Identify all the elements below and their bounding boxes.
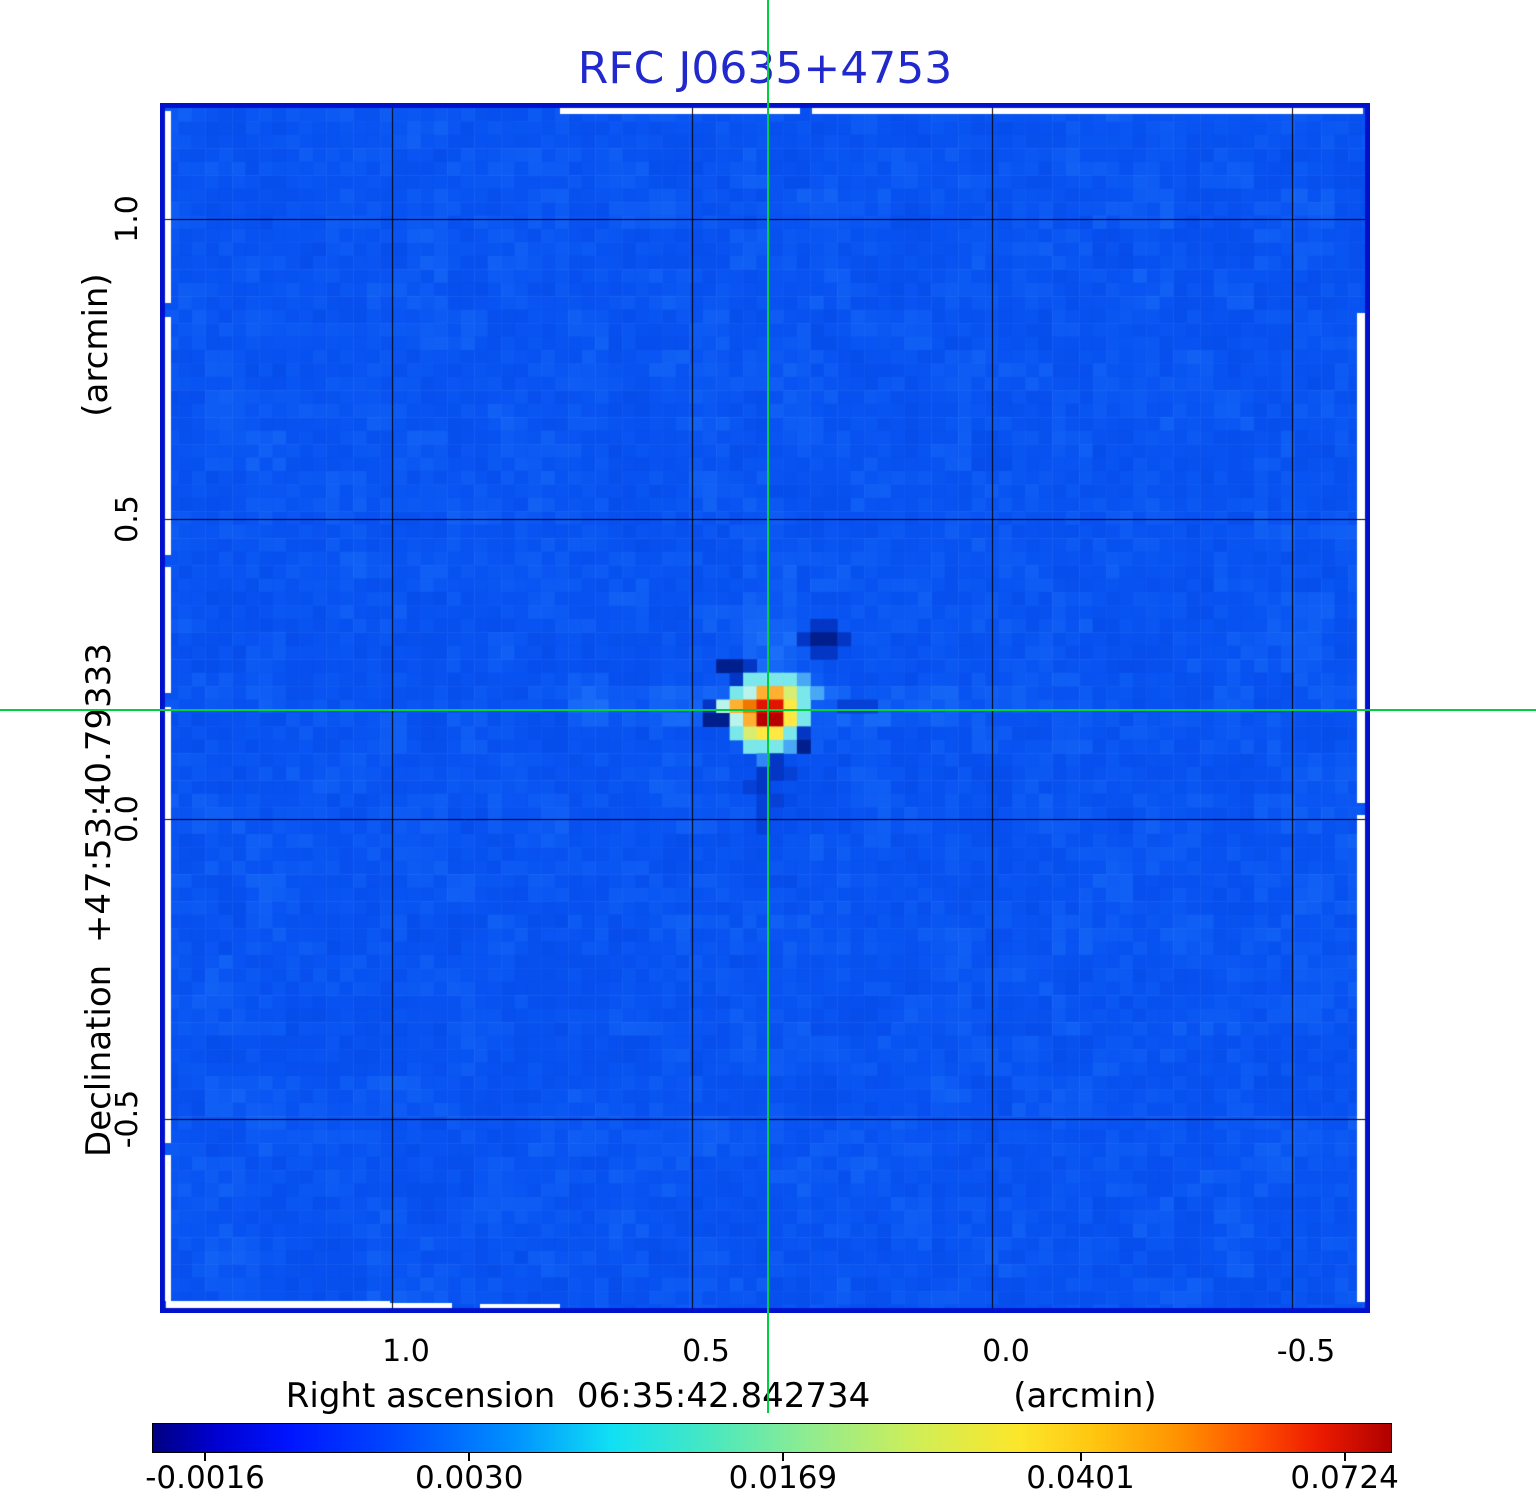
sky-map-canvas bbox=[160, 103, 1370, 1313]
colorbar-tick bbox=[1079, 1453, 1082, 1461]
colorbar: -0.0016 0.0030 0.0169 0.0401 0.0724 bbox=[145, 1423, 1399, 1494]
colorbar-tick bbox=[781, 1453, 784, 1461]
y-tick-label--0.5: -0.5 bbox=[110, 1089, 145, 1149]
y-tick-label-0.0: 0.0 bbox=[110, 795, 145, 843]
crosshair-vertical-line bbox=[767, 0, 769, 1413]
x-tick-label-1.0: 1.0 bbox=[382, 1334, 430, 1369]
colorbar-tick-label: 0.0401 bbox=[1026, 1460, 1135, 1496]
colorbar-gradient bbox=[153, 1424, 1391, 1452]
colorbar-tick bbox=[468, 1453, 471, 1461]
x-tick-label--0.5: -0.5 bbox=[1276, 1334, 1336, 1369]
x-tick-label-0.5: 0.5 bbox=[682, 1334, 730, 1369]
y-axis-unit-label: (arcmin) bbox=[76, 273, 116, 417]
colorbar-tick bbox=[1343, 1453, 1346, 1461]
colorbar-tick-label: -0.0016 bbox=[145, 1460, 265, 1496]
colorbar-tick-label: 0.0169 bbox=[728, 1460, 838, 1496]
x-axis-unit-label: (arcmin) bbox=[1013, 1376, 1157, 1416]
page-title: RFC J0635+4753 bbox=[577, 43, 953, 94]
x-tick-label-0.0: 0.0 bbox=[982, 1334, 1030, 1369]
y-axis-label: Declination +47:53:40.79333 bbox=[79, 643, 119, 1157]
y-tick-label-0.5: 0.5 bbox=[110, 495, 145, 543]
colorbar-tick-label: 0.0030 bbox=[414, 1460, 524, 1496]
x-axis-label: Right ascension 06:35:42.842734 bbox=[285, 1376, 871, 1416]
colorbar-tick bbox=[204, 1453, 207, 1461]
crosshair-horizontal-line bbox=[0, 709, 1536, 711]
y-tick-label-1.0: 1.0 bbox=[110, 195, 145, 243]
colorbar-tick-label: 0.0724 bbox=[1290, 1460, 1399, 1496]
